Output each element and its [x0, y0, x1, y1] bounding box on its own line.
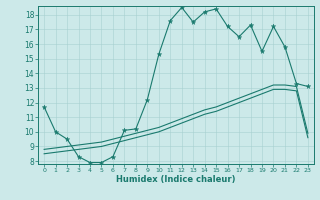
X-axis label: Humidex (Indice chaleur): Humidex (Indice chaleur) — [116, 175, 236, 184]
